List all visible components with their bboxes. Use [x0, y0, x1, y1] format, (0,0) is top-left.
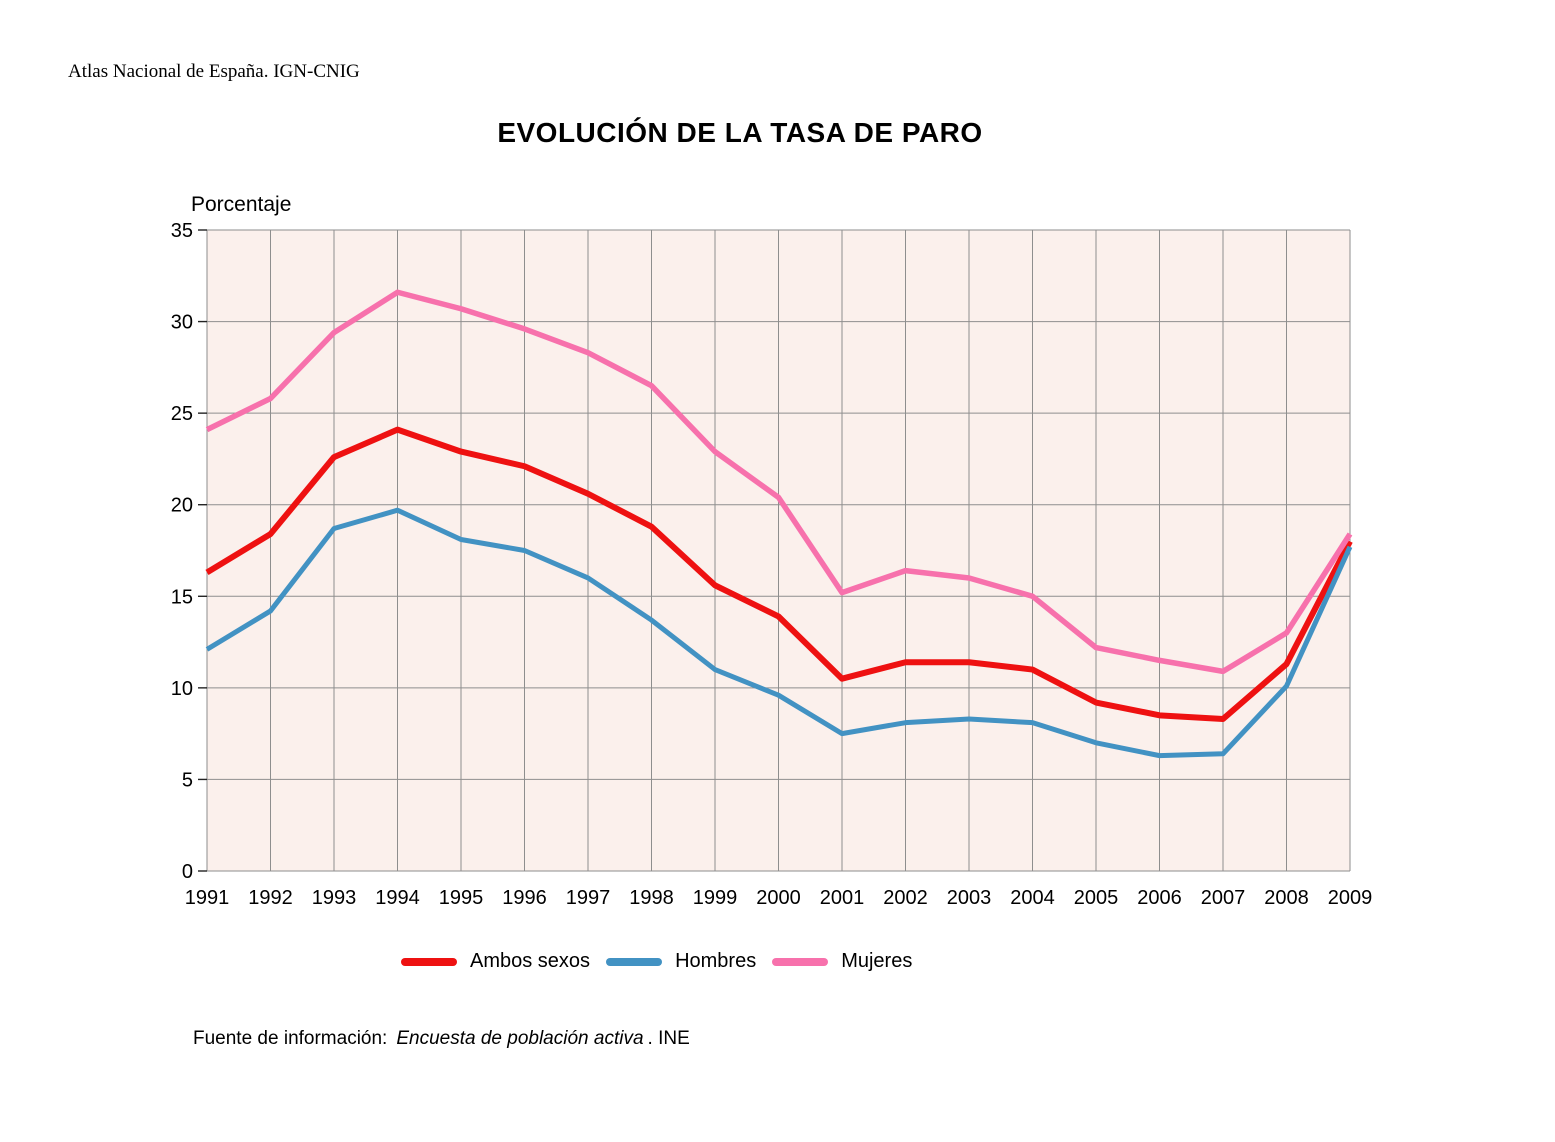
x-tick-label: 1994: [375, 887, 420, 909]
y-tick-label: 20: [171, 495, 193, 517]
chart-title: EVOLUCIÓN DE LA TASA DE PARO: [497, 117, 983, 148]
y-axis-title: Porcentaje: [191, 193, 292, 216]
x-tick-label: 2003: [947, 887, 992, 909]
y-tick-label: 10: [171, 678, 193, 700]
source-note: Fuente de información: Encuesta de poblac…: [193, 1028, 690, 1050]
legend-label-hombres: Hombres: [675, 950, 757, 972]
x-tick-label: 1998: [629, 887, 674, 909]
x-tick-label: 1996: [502, 887, 547, 909]
x-tick-label: 1999: [693, 887, 738, 909]
x-tick-label: 2009: [1328, 887, 1373, 909]
x-tick-label: 1991: [185, 887, 230, 909]
y-tick-label: 35: [171, 220, 193, 242]
y-tick-label: 30: [171, 312, 193, 334]
y-tick-label: 5: [182, 769, 193, 791]
legend-item-mujeres: Mujeres: [772, 950, 912, 973]
series-line-ambos-sexos: [205, 426, 1353, 722]
y-tick-label: 25: [171, 403, 193, 425]
legend-swatch-mujeres: [772, 957, 829, 966]
legend-label-mujeres: Mujeres: [841, 950, 913, 972]
series-line-hombres: [205, 507, 1353, 759]
x-tick-label: 2001: [820, 887, 865, 909]
legend-label-ambos-sexos: Ambos sexos: [470, 950, 591, 972]
document-header: Atlas Nacional de España. IGN-CNIG: [68, 61, 360, 82]
x-tick-label: 2004: [1010, 887, 1055, 909]
x-tick-label: 1997: [566, 887, 611, 909]
y-tick-label: 15: [171, 586, 193, 608]
x-tick-label: 1993: [312, 887, 357, 909]
x-tick-label: 2008: [1264, 887, 1309, 909]
legend-item-ambos-sexos: Ambos sexos: [401, 950, 590, 973]
x-tick-label: 2006: [1137, 887, 1182, 909]
x-tick-label: 2000: [756, 887, 801, 909]
x-tick-label: 2005: [1074, 887, 1119, 909]
x-tick-label: 1995: [439, 887, 484, 909]
legend-swatch-ambos-sexos: [401, 957, 457, 966]
legend-swatch-hombres: [606, 957, 663, 966]
source-prefix: Fuente de información:: [193, 1028, 388, 1049]
line-chart: 0 5 10 15 20 25 30 35 1991 1992 1993 1994 1995 1996 19…: [171, 220, 1373, 909]
x-tick-label: 2007: [1201, 887, 1246, 909]
x-tick-label: 1992: [248, 887, 293, 909]
y-tick-label: 0: [182, 861, 193, 883]
legend-item-hombres: Hombres: [606, 950, 756, 973]
x-tick-label: 2002: [883, 887, 928, 909]
series-line-mujeres: [205, 289, 1353, 675]
chart-legend: Ambos sexos Hombres Mujeres: [401, 950, 912, 973]
source-publication: Encuesta de población activa: [396, 1028, 644, 1049]
source-suffix: . INE: [647, 1028, 690, 1049]
